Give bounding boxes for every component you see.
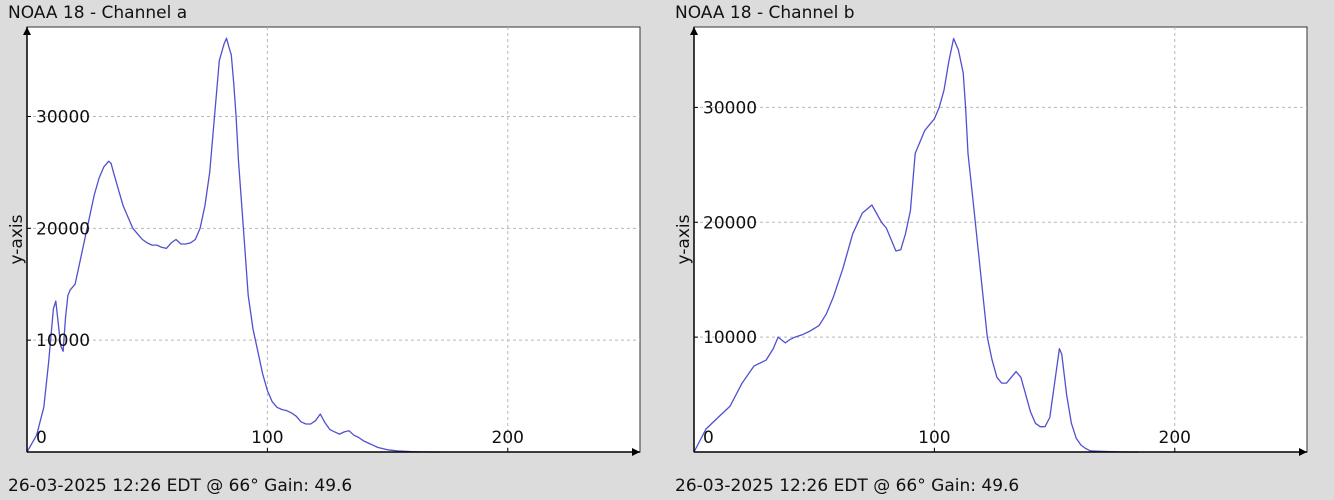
series-line — [693, 37, 1139, 453]
series-line — [26, 37, 441, 453]
y-tick-label: 20000 — [703, 213, 757, 233]
chart-title: NOAA 18 - Channel a — [8, 3, 188, 23]
y-axis-arrow — [690, 27, 698, 35]
x-tick-label: 200 — [1159, 428, 1191, 448]
y-axis-arrow — [23, 27, 31, 35]
chart-title: NOAA 18 - Channel b — [675, 3, 855, 23]
y-tick-label: 30000 — [703, 98, 757, 118]
y-tick-label: 30000 — [36, 107, 90, 127]
x-axis-arrow — [1299, 448, 1307, 456]
x-axis-arrow — [632, 448, 640, 456]
chart-panel-channel-b: NOAA 18 - Channel b 0 100 200 10000 20000 300… — [667, 0, 1334, 500]
y-axis-label: y-axis — [7, 214, 27, 264]
chart-panel-channel-a: NOAA 18 - Channel a 0 100 200 10000 20000 300… — [7, 3, 641, 496]
plot-area — [693, 26, 1308, 453]
y-axis-label: y-axis — [674, 214, 694, 264]
chart-footer-status: 26-03-2025 12:26 EDT @ 66° Gain: 49.6 — [8, 476, 353, 496]
y-tick-label: 10000 — [36, 331, 90, 351]
line-chart-channel-a: 0 100 200 10000 20000 30000 y-axis — [7, 26, 641, 456]
x-tick-label: 100 — [918, 428, 950, 448]
line-chart-channel-b: 0 100 200 10000 20000 30000 y-axis — [674, 26, 1308, 456]
y-tick-label: 20000 — [36, 219, 90, 239]
chart-footer-status: 26-03-2025 12:26 EDT @ 66° Gain: 49.6 — [675, 476, 1020, 496]
y-tick-label: 10000 — [703, 328, 757, 348]
x-tick-label: 0 — [703, 428, 714, 448]
x-tick-label: 100 — [251, 428, 283, 448]
x-tick-label: 0 — [36, 428, 47, 448]
x-tick-label: 200 — [492, 428, 524, 448]
plot-area — [26, 26, 641, 453]
